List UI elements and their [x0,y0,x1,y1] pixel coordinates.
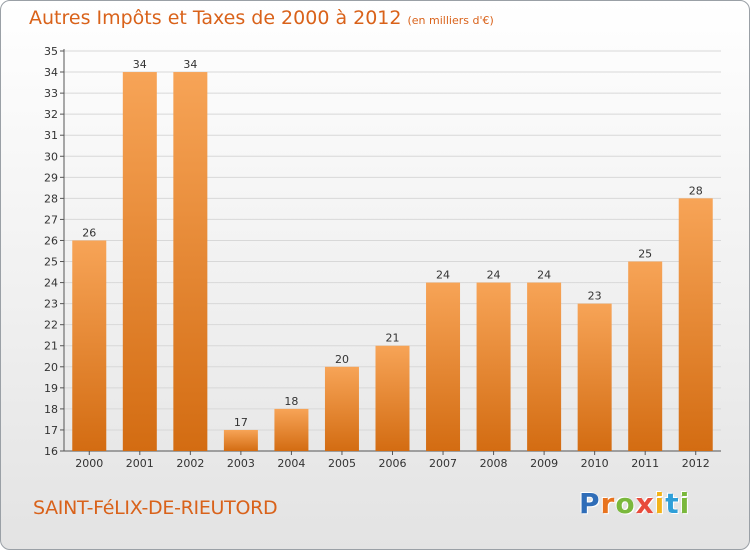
bar [223,429,258,451]
y-tick-label: 17 [44,424,58,437]
bar [577,303,612,451]
x-tick-label: 2004 [277,457,305,470]
logo-letter: r [600,487,616,520]
bar-value-label: 18 [284,395,298,408]
y-tick-label: 26 [44,234,58,247]
bar-value-label: 24 [537,269,551,282]
y-tick-label: 29 [44,171,58,184]
bar [426,282,461,451]
bar [274,408,309,451]
x-tick-label: 2010 [581,457,609,470]
chart-subtitle: (en milliers d'€) [407,14,494,27]
bar-value-label: 34 [183,58,197,71]
logo-letter: t [665,487,680,520]
y-tick-label: 24 [44,277,58,290]
y-tick-label: 31 [44,129,58,142]
logo-letter: i [654,487,666,520]
bar [72,240,107,451]
bar-value-label: 20 [335,353,349,366]
y-tick-label: 22 [44,319,58,332]
bar [375,345,410,451]
x-tick-label: 2001 [126,457,154,470]
logo-letter: o [615,487,636,520]
bar [628,261,663,451]
x-tick-label: 2006 [379,457,407,470]
logo-letter: x [635,487,655,520]
logo-letter: P [579,487,601,520]
bar-value-label: 34 [133,58,147,71]
y-tick-label: 18 [44,403,58,416]
bar-value-label: 23 [588,290,602,303]
x-tick-label: 2003 [227,457,255,470]
commune-name: SAINT-FéLIX-DE-RIEUTORD [33,497,278,519]
bar-value-label: 25 [638,248,652,261]
y-tick-label: 19 [44,382,58,395]
proxiti-logo: Proxiti [579,487,690,520]
y-tick-label: 32 [44,108,58,121]
bar [122,72,157,451]
bar [476,282,511,451]
logo-letter: i [679,487,691,520]
bar [678,198,713,451]
y-tick-label: 23 [44,298,58,311]
y-tick-label: 33 [44,87,58,100]
bar-value-label: 17 [234,416,248,429]
x-tick-label: 2008 [480,457,508,470]
bar [324,366,359,451]
y-tick-label: 21 [44,340,58,353]
x-tick-label: 2007 [429,457,457,470]
y-tick-label: 35 [44,45,58,58]
x-tick-label: 2012 [682,457,710,470]
bar-value-label: 21 [386,332,400,345]
x-tick-label: 2005 [328,457,356,470]
y-tick-label: 34 [44,66,58,79]
x-tick-label: 2011 [631,457,659,470]
y-tick-label: 16 [44,445,58,458]
y-tick-label: 30 [44,150,58,163]
y-tick-label: 28 [44,192,58,205]
bar [173,72,208,451]
chart-title-text: Autres Impôts et Taxes de 2000 à 2012 [29,7,402,29]
y-tick-label: 25 [44,256,58,269]
bar-value-label: 24 [487,269,501,282]
bar-value-label: 24 [436,269,450,282]
y-tick-label: 27 [44,213,58,226]
bar-value-label: 26 [82,226,96,239]
chart-title: Autres Impôts et Taxes de 2000 à 2012 (en… [29,7,494,29]
x-tick-label: 2002 [176,457,204,470]
x-tick-label: 2009 [530,457,558,470]
y-tick-label: 20 [44,361,58,374]
bar [527,282,562,451]
bar-value-label: 28 [689,184,703,197]
x-tick-label: 2000 [75,457,103,470]
